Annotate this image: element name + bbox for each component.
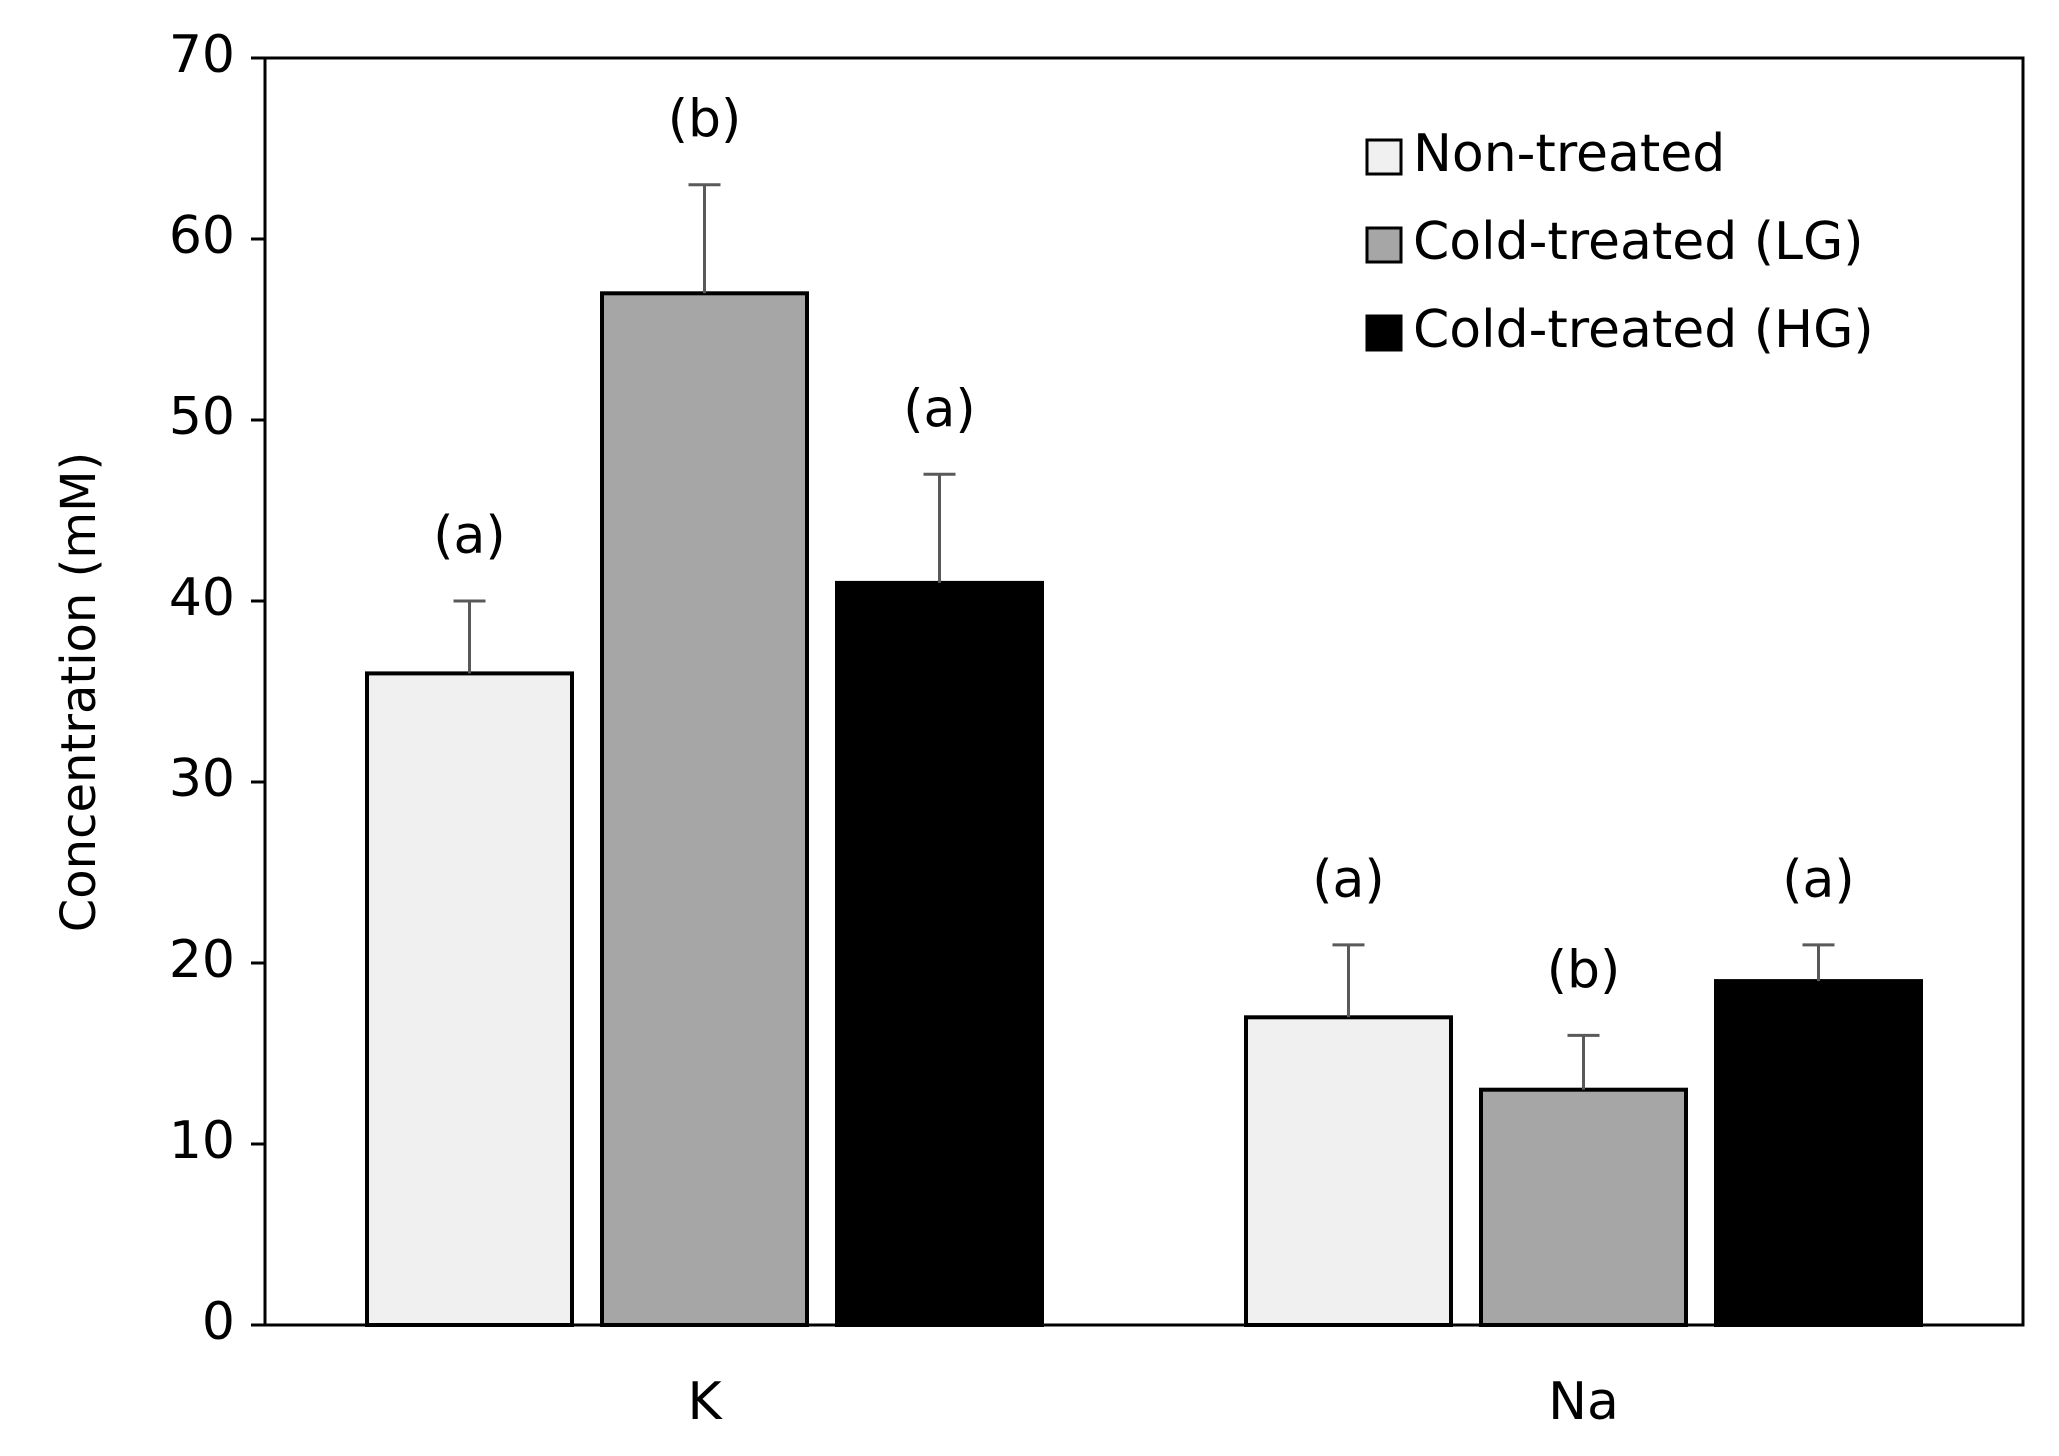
legend-label: Non-treated bbox=[1413, 124, 1725, 184]
bar-na-series-2 bbox=[1479, 1087, 1688, 1327]
legend: Non-treated Cold-treated (LG) Cold-treated… bbox=[1365, 124, 1874, 360]
y-axis: 0 10 20 30 40 50 60 70 bbox=[169, 25, 265, 1352]
y-tick-label: 20 bbox=[169, 930, 235, 990]
significance-label: (a) bbox=[433, 506, 505, 566]
y-tick-label: 50 bbox=[169, 387, 235, 447]
significance-labels-layer: (a) (b) (a) (a) (b) (a) bbox=[433, 90, 1854, 1001]
legend-label: Cold-treated (LG) bbox=[1413, 212, 1864, 272]
y-tick-label: 30 bbox=[169, 749, 235, 809]
y-tick-label: 0 bbox=[202, 1292, 235, 1352]
x-category-label: Na bbox=[1548, 1372, 1619, 1432]
y-axis-title: Concentration (mM) bbox=[51, 452, 107, 932]
bar-k-series-3 bbox=[835, 580, 1044, 1327]
plot-area-frame bbox=[263, 56, 2025, 1327]
legend-label: Cold-treated (HG) bbox=[1413, 300, 1874, 360]
y-tick-label: 70 bbox=[169, 25, 235, 85]
error-bars-layer bbox=[453, 183, 1835, 1090]
legend-swatch bbox=[1365, 226, 1403, 264]
significance-label: (b) bbox=[668, 90, 742, 150]
legend-swatch bbox=[1365, 314, 1403, 352]
significance-label: (a) bbox=[903, 379, 975, 439]
significance-label: (b) bbox=[1547, 940, 1621, 1000]
bar-k-series-2 bbox=[600, 291, 809, 1327]
y-tick-label: 10 bbox=[169, 1111, 235, 1171]
bars-layer bbox=[365, 291, 1923, 1327]
significance-label: (a) bbox=[1312, 850, 1384, 910]
x-category-label: K bbox=[687, 1372, 723, 1432]
bar-na-series-1 bbox=[1244, 1015, 1453, 1327]
bar-k-series-1 bbox=[365, 671, 574, 1327]
y-tick-label: 40 bbox=[169, 568, 235, 628]
x-axis: K Na bbox=[687, 1372, 1618, 1432]
y-tick-label: 60 bbox=[169, 206, 235, 266]
significance-label: (a) bbox=[1782, 850, 1854, 910]
legend-swatch bbox=[1365, 138, 1403, 176]
bar-na-series-3 bbox=[1714, 979, 1923, 1327]
